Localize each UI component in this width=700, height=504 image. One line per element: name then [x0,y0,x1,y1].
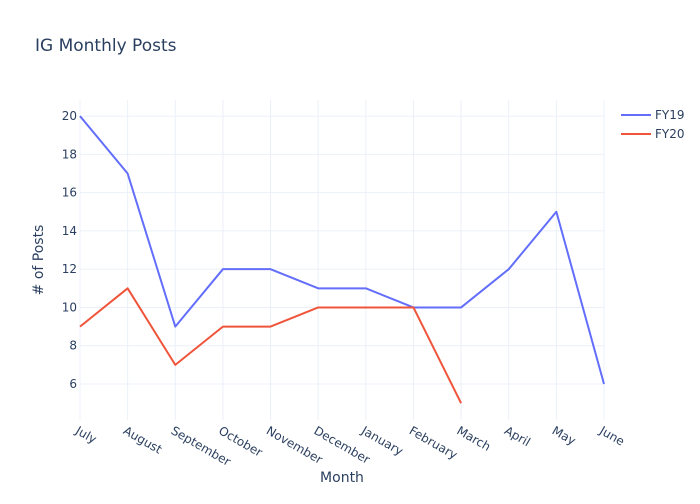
x-tick-label: May [550,423,578,448]
y-tick-label: 10 [62,300,77,314]
y-tick-label: 20 [62,109,77,123]
grid [79,100,605,420]
x-axis-label: Month [320,470,364,486]
series-line-fy20 [79,287,462,404]
y-tick-label: 18 [62,147,77,161]
y-tick-label: 14 [62,224,77,238]
y-tick-labels: 6 8 10 12 14 16 18 20 [62,109,77,391]
y-axis-label: # of Posts [31,225,47,296]
legend: FY19 FY20 [621,108,685,141]
y-tick-label: 16 [62,186,77,200]
legend-label-fy19: FY19 [655,108,685,122]
x-tick-label: August [121,423,165,456]
x-tick-label: July [72,423,99,446]
y-tick-label: 6 [69,377,77,391]
series-lines [79,115,605,404]
y-tick-label: 12 [62,262,77,276]
chart-title: IG Monthly Posts [35,36,177,56]
y-tick-label: 8 [69,339,77,353]
x-tick-label: February [407,423,460,462]
x-tick-label: June [596,423,627,449]
x-tick-label: April [502,423,533,449]
series-line-fy19 [79,115,605,385]
legend-label-fy20: FY20 [655,127,685,141]
